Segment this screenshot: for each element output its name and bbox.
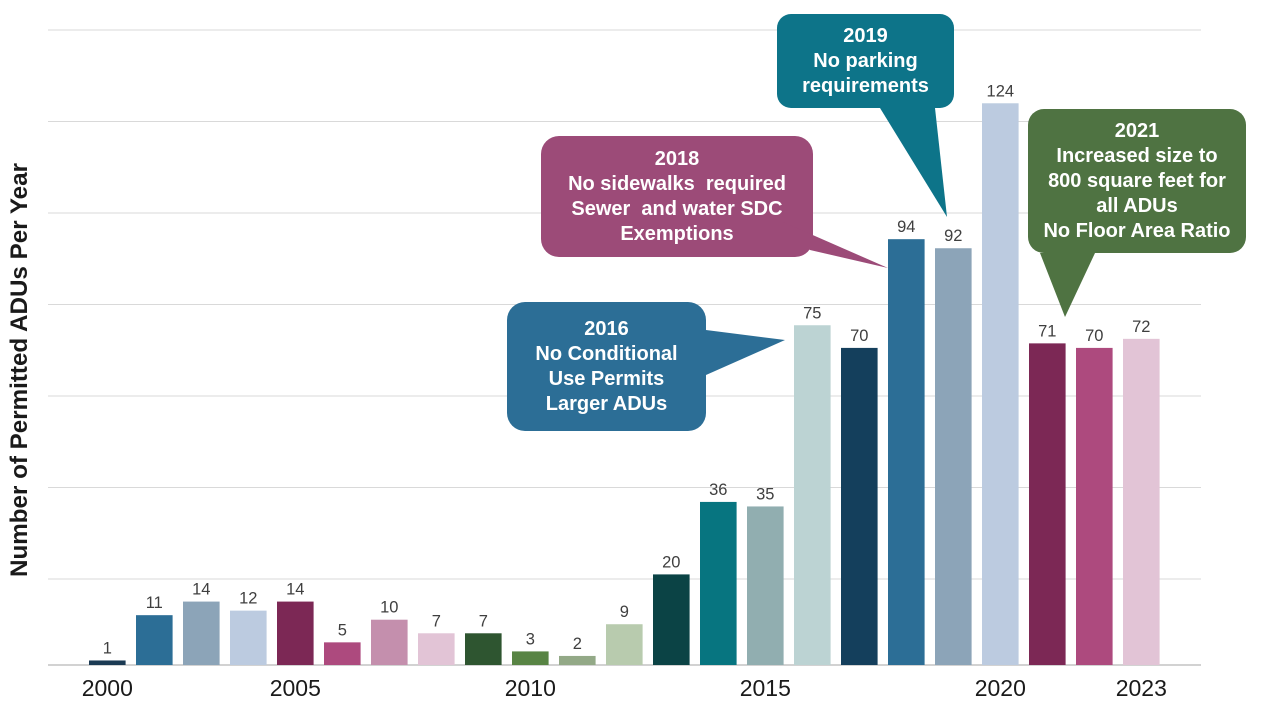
svg-text:70: 70 (1085, 327, 1103, 345)
svg-text:7: 7 (432, 612, 441, 630)
svg-text:2: 2 (573, 635, 582, 653)
svg-text:2005: 2005 (270, 675, 321, 701)
svg-text:2000: 2000 (82, 675, 133, 701)
svg-text:3: 3 (526, 630, 535, 648)
svg-text:75: 75 (803, 304, 821, 322)
svg-text:35: 35 (756, 485, 774, 503)
svg-text:1: 1 (103, 639, 112, 657)
svg-text:2015: 2015 (740, 675, 791, 701)
svg-text:72: 72 (1132, 318, 1150, 336)
svg-text:20: 20 (662, 553, 680, 571)
svg-text:94: 94 (897, 218, 915, 236)
svg-text:124: 124 (987, 82, 1015, 100)
svg-text:9: 9 (620, 603, 629, 621)
svg-text:70: 70 (850, 327, 868, 345)
svg-text:10: 10 (380, 599, 398, 617)
svg-text:12: 12 (239, 590, 257, 608)
svg-text:5: 5 (338, 621, 347, 639)
svg-text:14: 14 (286, 581, 304, 599)
svg-text:71: 71 (1038, 322, 1056, 340)
svg-text:92: 92 (944, 227, 962, 245)
svg-text:36: 36 (709, 481, 727, 499)
svg-text:2023: 2023 (1116, 675, 1167, 701)
svg-text:7: 7 (479, 612, 488, 630)
svg-text:2020: 2020 (975, 675, 1026, 701)
svg-text:14: 14 (192, 581, 210, 599)
svg-text:2010: 2010 (505, 675, 556, 701)
svg-text:11: 11 (146, 594, 163, 612)
